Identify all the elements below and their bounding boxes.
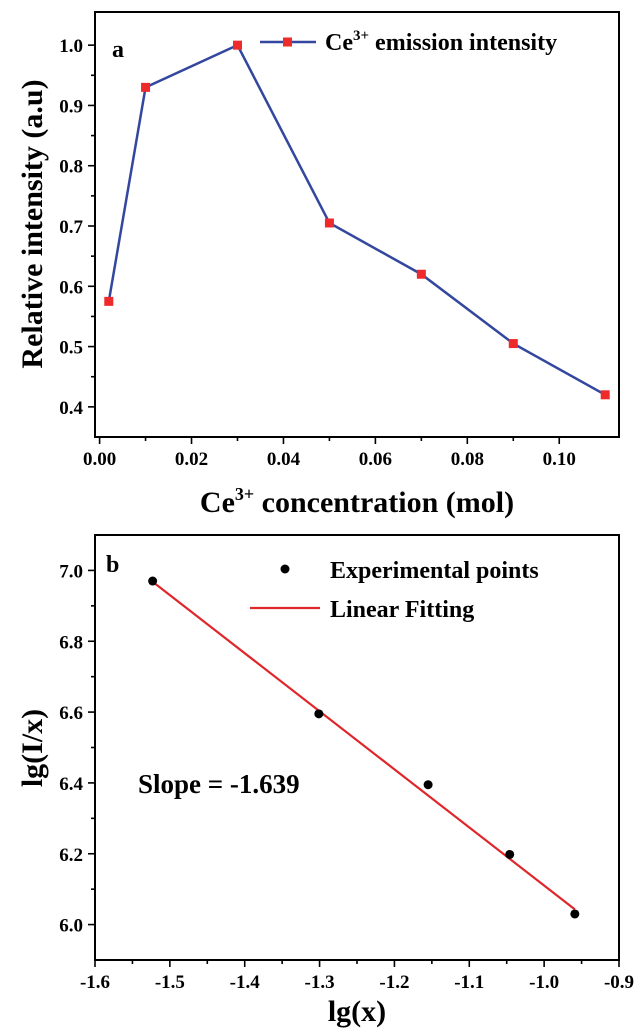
plot-frame-a — [94, 11, 620, 438]
y-axis-title-a: Relative intensity (a.u) — [16, 79, 49, 368]
b-data-point-4 — [570, 909, 580, 919]
legend-b: Experimental points Linear Fitting — [250, 558, 539, 623]
b-fit-line — [151, 580, 576, 911]
a-data-point-5 — [508, 339, 518, 349]
ticks-b: -1.6 -1.5 -1.4 -1.3 -1.2 -1.1 -1.0 -0.9 6.0 6.2 6.… — [59, 561, 634, 993]
b-data-point-2 — [423, 780, 433, 790]
legend-b-point-label: Experimental points — [330, 558, 539, 584]
a-y-tick-label-0: 0.4 — [59, 398, 83, 419]
b-y-tick-label-0: 6.0 — [59, 916, 83, 937]
b-x-tick-label-0: -1.6 — [80, 972, 110, 993]
a-y-tick-label-5: 0.9 — [59, 96, 83, 117]
b-data-point-3 — [505, 849, 515, 859]
legend-a-label: Ce3+ emission intensity — [325, 28, 557, 56]
slope-annotation: Slope = -1.639 — [138, 769, 300, 799]
x-axis-title-a-sup: 3+ — [235, 484, 254, 504]
ticks-a: 0.00 0.02 0.04 0.06 0.08 0.10 0.4 0.5 0.6 0.7 0.8 0… — [59, 36, 576, 470]
b-x-tick-label-2: -1.4 — [230, 972, 261, 993]
a-x-tick-label-4: 0.08 — [451, 449, 484, 470]
a-series-line-0 — [107, 43, 606, 396]
b-x-tick-label-5: -1.1 — [454, 972, 484, 993]
b-x-tick-label-1: -1.5 — [155, 972, 185, 993]
a-x-tick-label-2: 0.04 — [267, 449, 301, 470]
legend-b-point-marker — [280, 564, 290, 574]
b-x-tick-label-4: -1.2 — [379, 972, 409, 993]
panel-label-a: a — [112, 37, 124, 63]
panel-label-b: b — [106, 552, 119, 578]
b-y-tick-label-5: 7.0 — [59, 561, 83, 582]
panel-a: 0.00 0.02 0.04 0.06 0.08 0.10 0.4 0.5 0.6 0.7 0.8 0… — [16, 11, 620, 519]
x-axis-title-a-rest: concentration (mol) — [254, 486, 514, 519]
b-y-tick-label-2: 6.4 — [59, 774, 83, 795]
a-data-point-1 — [141, 82, 151, 92]
a-x-tick-label-0: 0.00 — [83, 449, 116, 470]
panel-b: -1.6 -1.5 -1.4 -1.3 -1.2 -1.1 -1.0 -0.9 6.0 6.2 6.… — [16, 534, 634, 1028]
legend-a-marker — [283, 37, 292, 47]
series-b — [148, 576, 580, 919]
b-y-tick-label-3: 6.6 — [59, 703, 83, 724]
legend-a: Ce3+ emission intensity — [260, 28, 557, 56]
x-axis-title-a-main: Ce — [200, 486, 235, 519]
a-data-point-0 — [104, 296, 114, 306]
a-data-point-3 — [324, 218, 334, 228]
a-x-tick-label-3: 0.06 — [359, 449, 392, 470]
b-y-tick-label-1: 6.2 — [59, 845, 83, 866]
b-y-tick-label-4: 6.8 — [59, 632, 83, 653]
a-x-tick-label-5: 0.10 — [543, 449, 576, 470]
legend-a-label-main: Ce — [325, 30, 353, 56]
series-a — [104, 40, 610, 400]
legend-a-label-sup: 3+ — [353, 28, 369, 44]
a-data-point-6 — [600, 390, 610, 400]
legend-a-label-rest: emission intensity — [369, 30, 557, 56]
x-axis-title-b: lg(x) — [328, 995, 386, 1028]
a-data-point-2 — [232, 40, 242, 50]
y-axis-title-b: lg(I/x) — [16, 709, 49, 787]
b-data-point-1 — [314, 709, 324, 719]
a-data-point-4 — [416, 269, 426, 279]
a-y-tick-label-6: 1.0 — [59, 36, 83, 57]
a-y-tick-label-1: 0.5 — [59, 338, 83, 359]
a-y-tick-label-2: 0.6 — [59, 277, 83, 298]
a-y-tick-label-4: 0.8 — [59, 157, 83, 178]
b-x-tick-label-7: -0.9 — [604, 972, 634, 993]
b-x-tick-label-3: -1.3 — [305, 972, 335, 993]
b-x-tick-label-6: -1.0 — [529, 972, 559, 993]
b-data-point-0 — [148, 576, 158, 586]
legend-b-fit-label: Linear Fitting — [330, 597, 474, 623]
x-axis-title-a: Ce3+ concentration (mol) — [200, 484, 514, 519]
a-x-tick-label-1: 0.02 — [175, 449, 208, 470]
a-y-tick-label-3: 0.7 — [59, 217, 83, 238]
